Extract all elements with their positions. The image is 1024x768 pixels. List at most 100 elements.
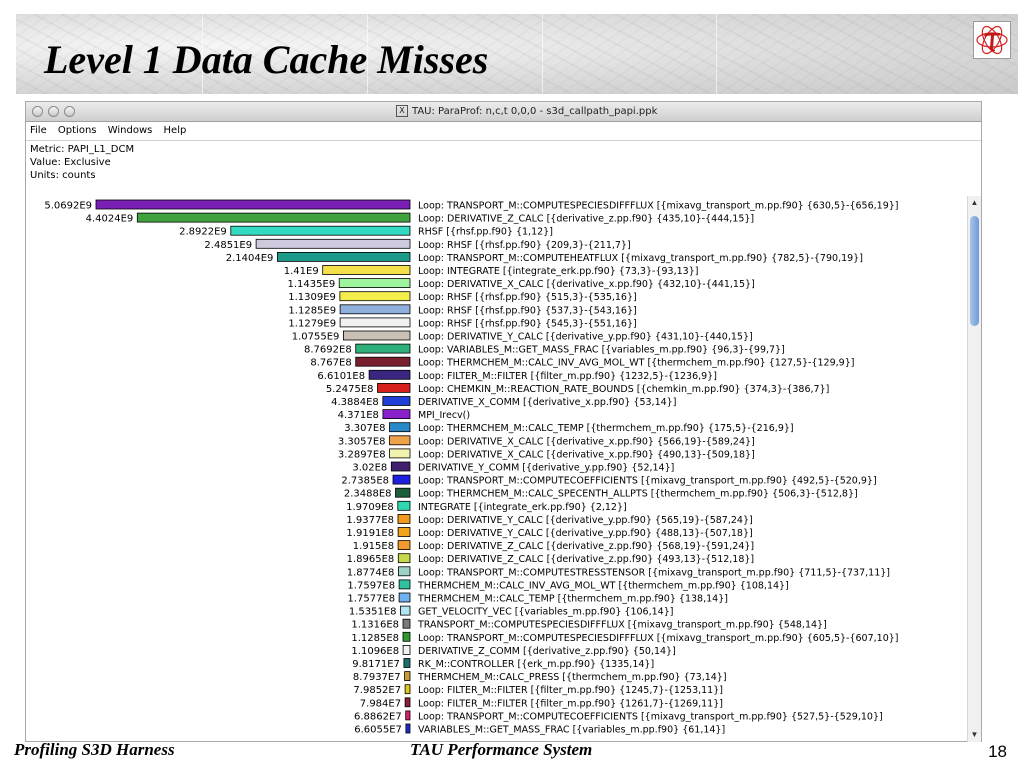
bar-function-label[interactable]: RK_M::CONTROLLER [{erk_m.pp.f90} {1335,1… [418,659,654,670]
bar-function-label[interactable]: Loop: FILTER_M::FILTER [{filter_m.pp.f90… [418,685,723,696]
bar-function-label[interactable]: GET_VELOCITY_VEC [{variables_m.pp.f90} {… [418,607,673,618]
bar-8[interactable] [339,291,411,302]
bar-32[interactable] [400,605,411,616]
bar-function-label[interactable]: Loop: RHSF [{rhsf.pp.f90} {209,3}-{211,7… [418,240,631,251]
bar-4[interactable] [255,238,411,249]
bar-function-label[interactable]: DERIVATIVE_Z_COMM [{derivative_z.pp.f90}… [418,646,676,657]
bar-function-label[interactable]: INTEGRATE [{integrate_erk.pp.f90} {2,12}… [418,502,627,513]
close-icon[interactable] [32,106,43,117]
bar-14[interactable] [368,369,411,380]
bar-6[interactable] [322,265,411,275]
bar-function-label[interactable]: Loop: INTEGRATE [{integrate_erk.pp.f90} … [418,266,698,277]
bar-34[interactable] [402,631,411,642]
window-titlebar[interactable]: X TAU: ParaProf: n,c,t 0,0,0 - s3d_callpa… [26,102,981,122]
scrollbar-thumb[interactable] [970,216,979,326]
bar-function-label[interactable]: THERMCHEM_M::CALC_TEMP [{thermchem_m.pp.… [417,594,728,605]
bar-function-label[interactable]: VARIABLES_M::GET_MASS_FRAC [{variables_m… [418,725,725,736]
menu-file[interactable]: File [30,125,47,136]
bar-25[interactable] [397,513,411,524]
bar-function-label[interactable]: Loop: RHSF [{rhsf.pp.f90} {515,3}-{535,1… [418,292,637,303]
bar-function-label[interactable]: THERMCHEM_M::CALC_INV_AVG_MOL_WT [{therm… [417,580,789,591]
bar-17[interactable] [382,409,411,420]
bar-27[interactable] [397,540,411,551]
bar-21[interactable] [390,461,411,472]
bar-value-label: 8.7937E7 [353,672,401,683]
bar-function-label[interactable]: Loop: DERIVATIVE_Z_CALC [{derivative_z.p… [418,214,754,225]
bar-18[interactable] [389,422,411,433]
bar-function-label[interactable]: Loop: RHSF [{rhsf.pp.f90} {545,3}-{551,1… [418,318,637,329]
bar-38[interactable] [404,684,411,695]
bar-23[interactable] [395,487,411,498]
bar-function-label[interactable]: Loop: RHSF [{rhsf.pp.f90} {537,3}-{543,1… [418,305,637,316]
bar-function-label[interactable]: Loop: DERIVATIVE_Y_CALC [{derivative_y.p… [418,332,753,343]
bar-function-label[interactable]: Loop: FILTER_M::FILTER [{filter_m.pp.f90… [418,698,723,709]
bar-1[interactable] [95,199,411,210]
minimize-icon[interactable] [48,106,59,117]
zoom-icon[interactable] [64,106,75,117]
bar-40[interactable] [405,710,411,721]
bar-33[interactable] [402,618,411,629]
bar-value-label: 1.1316E8 [351,620,399,631]
bar-function-label[interactable]: Loop: THERMCHEM_M::CALC_INV_AVG_MOL_WT [… [418,358,854,369]
scroll-down-icon[interactable]: ▼ [970,730,979,739]
bar-9[interactable] [339,304,411,315]
bar-20[interactable] [389,448,411,459]
bar-28[interactable] [397,553,411,564]
bar-function-label[interactable]: Loop: TRANSPORT_M::COMPUTECOEFFICIENTS [… [418,711,883,722]
bar-function-label[interactable]: Loop: FILTER_M::FILTER [{filter_m.pp.f90… [418,371,717,382]
bar-function-label[interactable]: Loop: DERIVATIVE_Z_CALC [{derivative_z.p… [418,554,754,565]
bar-16[interactable] [382,396,411,406]
menu-windows[interactable]: Windows [107,125,153,136]
menu-options[interactable]: Options [57,125,97,136]
bar-function-label[interactable]: Loop: DERIVATIVE_Y_CALC [{derivative_y.p… [418,528,753,539]
bar-function-label[interactable]: MPI_Irecv() [418,410,470,421]
bar-function-label[interactable]: DERIVATIVE_Y_COMM [{derivative_y.pp.f90}… [418,463,674,474]
bar-10[interactable] [339,317,411,328]
bar-function-label[interactable]: Loop: DERIVATIVE_X_CALC [{derivative_x.p… [418,436,755,447]
bar-value-label: 1.1285E9 [288,305,336,316]
bar-12[interactable] [355,343,411,354]
bar-19[interactable] [389,435,411,446]
bar-35[interactable] [402,644,411,655]
bar-function-label[interactable]: Loop: VARIABLES_M::GET_MASS_FRAC [{varia… [418,345,785,356]
bar-function-label[interactable]: Loop: TRANSPORT_M::COMPUTESTRESSTENSOR [… [418,567,890,578]
bar-function-label[interactable]: Loop: TRANSPORT_M::COMPUTESPECIESDIFFFLU… [418,633,899,644]
bar-function-label[interactable]: Loop: TRANSPORT_M::COMPUTEHEATFLUX [{mix… [418,253,863,264]
bar-13[interactable] [355,356,411,367]
bar-function-label[interactable]: Loop: DERIVATIVE_Z_CALC [{derivative_z.p… [418,541,754,552]
bar-22[interactable] [392,474,411,485]
bar-value-label: 5.2475E8 [326,384,374,395]
bar-31[interactable] [398,592,411,603]
bar-41[interactable] [405,723,411,734]
bar-value-label: 3.3057E8 [338,436,386,447]
scroll-up-icon[interactable]: ▲ [970,198,979,207]
bar-function-label[interactable]: DERIVATIVE_X_COMM [{derivative_x.pp.f90}… [418,397,676,408]
bar-3[interactable] [230,225,411,236]
bar-30[interactable] [398,579,411,590]
bar-function-label[interactable]: Loop: CHEMKIN_M::REACTION_RATE_BOUNDS [{… [418,384,829,395]
bar-26[interactable] [397,527,411,537]
bar-2[interactable] [136,212,411,223]
bar-function-label[interactable]: Loop: DERIVATIVE_X_CALC [{derivative_x.p… [418,449,755,460]
bar-function-label[interactable]: THERMCHEM_M::CALC_PRESS [{thermchem_m.pp… [417,672,727,683]
bar-function-label[interactable]: RHSF [{rhsf.pp.f90} {1,12}] [418,227,553,238]
vertical-scrollbar[interactable]: ▲ ▼ [967,196,981,742]
bar-37[interactable] [404,671,411,682]
bar-function-label[interactable]: Loop: DERIVATIVE_Y_CALC [{derivative_y.p… [418,515,753,526]
bar-function-label[interactable]: Loop: DERIVATIVE_X_CALC [{derivative_x.p… [418,279,755,290]
bar-function-label[interactable]: TRANSPORT_M::COMPUTESPECIESDIFFFLUX [{mi… [417,620,827,631]
bar-29[interactable] [397,566,411,577]
bar-function-label[interactable]: Loop: TRANSPORT_M::COMPUTESPECIESDIFFFLU… [418,201,899,212]
bar-5[interactable] [276,252,411,262]
bar-value-label: 1.1285E8 [351,633,399,644]
bar-function-label[interactable]: Loop: THERMCHEM_M::CALC_SPECENTH_ALLPTS … [418,489,858,500]
bar-7[interactable] [338,278,411,288]
menu-help[interactable]: Help [163,125,187,136]
bar-function-label[interactable]: Loop: THERMCHEM_M::CALC_TEMP [{thermchem… [418,423,794,434]
bar-11[interactable] [342,330,411,341]
bar-39[interactable] [404,697,411,708]
bar-36[interactable] [403,658,411,668]
bar-24[interactable] [397,500,411,511]
bar-function-label[interactable]: Loop: TRANSPORT_M::COMPUTECOEFFICIENTS [… [418,476,877,487]
bar-15[interactable] [377,382,411,393]
